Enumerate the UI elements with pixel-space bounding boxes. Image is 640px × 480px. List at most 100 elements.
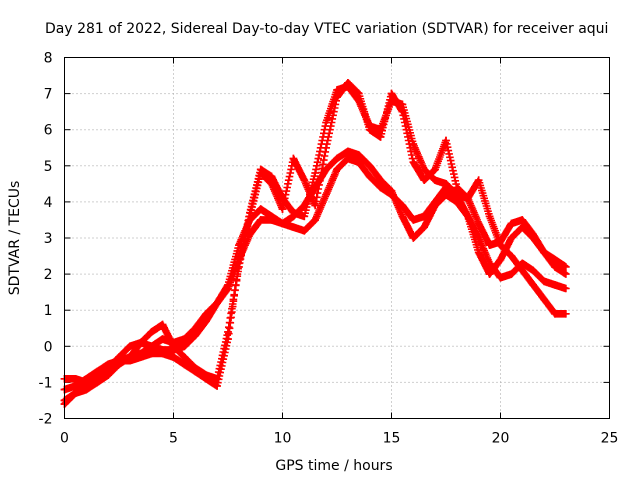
y-tick-label: 6 bbox=[44, 123, 53, 139]
data-point bbox=[464, 212, 472, 221]
data-point bbox=[562, 263, 570, 271]
data-point bbox=[333, 165, 341, 174]
data-point bbox=[169, 342, 178, 351]
data-point bbox=[278, 219, 287, 228]
data-point bbox=[507, 234, 516, 242]
data-point bbox=[474, 248, 483, 257]
data-point bbox=[191, 367, 200, 376]
chart-title: Day 281 of 2022, Sidereal Day-to-day VTE… bbox=[45, 21, 608, 37]
data-point bbox=[344, 79, 352, 87]
data-point bbox=[420, 212, 428, 221]
data-point bbox=[398, 201, 407, 210]
x-tick-label: 10 bbox=[274, 431, 292, 447]
data-point bbox=[235, 259, 243, 268]
data-point bbox=[289, 223, 298, 231]
data-point bbox=[256, 205, 265, 213]
data-point bbox=[82, 375, 91, 383]
data-point bbox=[431, 176, 439, 184]
data-point bbox=[147, 349, 156, 358]
data-point bbox=[246, 212, 254, 221]
series-1 bbox=[60, 147, 570, 405]
data-point bbox=[518, 216, 527, 224]
x-tick-label: 15 bbox=[383, 431, 401, 447]
data-point bbox=[420, 223, 428, 231]
data-point bbox=[529, 266, 537, 275]
data-point bbox=[540, 277, 548, 286]
data-point bbox=[355, 158, 363, 166]
data-point bbox=[507, 270, 516, 278]
data-point bbox=[540, 248, 548, 257]
data-point bbox=[267, 180, 276, 188]
data-point bbox=[333, 154, 341, 163]
data-point bbox=[202, 317, 210, 325]
data-point bbox=[409, 158, 418, 166]
data-point bbox=[507, 219, 516, 228]
y-tick-label: 7 bbox=[44, 87, 53, 103]
data-point bbox=[267, 212, 276, 221]
data-point bbox=[300, 227, 309, 235]
data-point bbox=[496, 273, 505, 282]
data-point bbox=[442, 180, 450, 188]
data-point bbox=[115, 356, 123, 365]
data-point bbox=[365, 125, 374, 134]
data-point bbox=[256, 169, 265, 177]
data-point bbox=[158, 349, 167, 358]
marks-layer bbox=[60, 79, 570, 408]
data-point bbox=[355, 89, 363, 98]
data-point bbox=[104, 371, 112, 379]
data-point bbox=[256, 216, 265, 224]
y-axis-label: SDTVAR / TECUs bbox=[7, 181, 23, 296]
data-point bbox=[93, 375, 101, 383]
x-tick-label: 0 bbox=[60, 431, 69, 447]
data-point bbox=[431, 165, 439, 174]
data-point bbox=[246, 230, 254, 239]
data-point bbox=[376, 183, 385, 192]
data-point bbox=[409, 234, 418, 242]
data-point bbox=[158, 320, 167, 329]
y-tick-label: 3 bbox=[44, 231, 53, 247]
data-point bbox=[344, 154, 352, 163]
data-point bbox=[507, 252, 516, 260]
data-point bbox=[126, 356, 134, 365]
x-tick-label: 25 bbox=[601, 431, 619, 447]
y-tick-label: 1 bbox=[44, 303, 53, 319]
data-point bbox=[71, 375, 80, 383]
data-point bbox=[180, 353, 189, 361]
y-tick-label: 5 bbox=[44, 159, 53, 175]
data-point bbox=[431, 198, 439, 206]
x-axis-label: GPS time / hours bbox=[275, 458, 392, 474]
data-point bbox=[387, 89, 396, 98]
data-point bbox=[278, 205, 287, 213]
data-point bbox=[529, 281, 537, 289]
data-point bbox=[420, 165, 428, 174]
data-point bbox=[224, 335, 232, 343]
data-point bbox=[333, 93, 341, 101]
data-point bbox=[529, 230, 537, 239]
data-point bbox=[71, 389, 80, 397]
data-point bbox=[551, 310, 559, 318]
data-point bbox=[202, 375, 210, 383]
data-point bbox=[191, 331, 200, 340]
data-point bbox=[376, 133, 385, 141]
data-point bbox=[71, 382, 80, 390]
data-point bbox=[180, 342, 189, 351]
data-point bbox=[300, 176, 309, 184]
data-point bbox=[322, 190, 330, 199]
data-point bbox=[267, 172, 276, 181]
data-point bbox=[398, 212, 407, 221]
y-tick-label: 8 bbox=[44, 51, 53, 67]
data-point bbox=[213, 382, 221, 390]
data-point bbox=[420, 176, 428, 184]
y-tick-label: 0 bbox=[44, 339, 53, 355]
data-point bbox=[311, 201, 319, 210]
x-tick-label: 5 bbox=[169, 431, 178, 447]
y-tick-label: 2 bbox=[44, 267, 53, 283]
data-point bbox=[474, 234, 483, 242]
data-point bbox=[213, 299, 221, 307]
data-point bbox=[485, 241, 494, 249]
data-point bbox=[474, 176, 483, 184]
data-point bbox=[137, 338, 145, 347]
data-point bbox=[562, 284, 570, 293]
data-point bbox=[158, 335, 167, 343]
